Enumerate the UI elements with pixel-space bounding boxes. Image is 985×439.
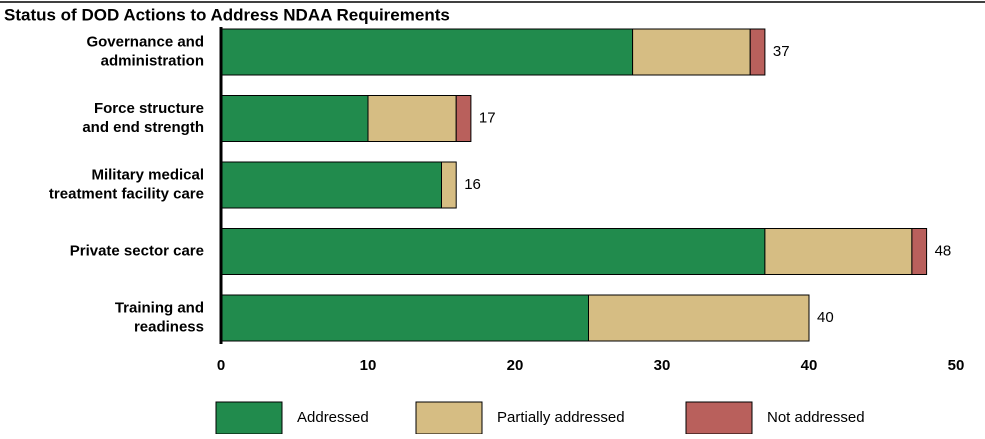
bar-segment — [455, 95, 472, 142]
total-label: 17 — [479, 109, 496, 126]
legend-label: Partially addressed — [497, 409, 625, 426]
x-tick-label: 30 — [654, 357, 671, 374]
category-label: Training and — [115, 299, 204, 316]
bar-segment — [441, 161, 457, 209]
bar-segment — [632, 28, 751, 76]
bar-segment — [367, 95, 457, 142]
x-tick-label: 50 — [948, 357, 965, 374]
legend-swatch — [415, 401, 483, 435]
category-label: Force structure — [94, 100, 204, 117]
bar-segment — [764, 228, 913, 275]
bar-segment — [220, 294, 589, 342]
x-tick-label: 10 — [360, 357, 377, 374]
bar-segment — [220, 95, 369, 142]
x-tick-label: 0 — [217, 357, 225, 374]
category-label: treatment facility care — [49, 185, 204, 202]
category-label: Military medical — [91, 166, 204, 183]
chart-title: Status of DOD Actions to Address NDAA Re… — [4, 5, 450, 24]
bar-segment — [220, 228, 766, 275]
bar-segment — [220, 161, 442, 209]
x-tick-label: 40 — [801, 357, 818, 374]
bar-segment — [749, 28, 766, 76]
category-label: administration — [101, 52, 204, 69]
x-tick-label: 20 — [507, 357, 524, 374]
bar-segment — [588, 294, 810, 342]
total-label: 48 — [935, 242, 952, 259]
total-label: 37 — [773, 43, 790, 60]
category-label: and end strength — [82, 119, 204, 136]
legend-label: Not addressed — [767, 409, 865, 426]
legend-swatch — [685, 401, 753, 435]
category-label: Governance and — [86, 33, 204, 50]
category-label: Private sector care — [70, 242, 204, 259]
total-label: 40 — [817, 309, 834, 326]
category-label: readiness — [134, 318, 204, 335]
bar-segment — [911, 228, 928, 275]
legend-label: Addressed — [297, 409, 369, 426]
legend-swatch — [215, 401, 283, 435]
total-label: 16 — [464, 176, 481, 193]
bar-segment — [220, 28, 634, 76]
